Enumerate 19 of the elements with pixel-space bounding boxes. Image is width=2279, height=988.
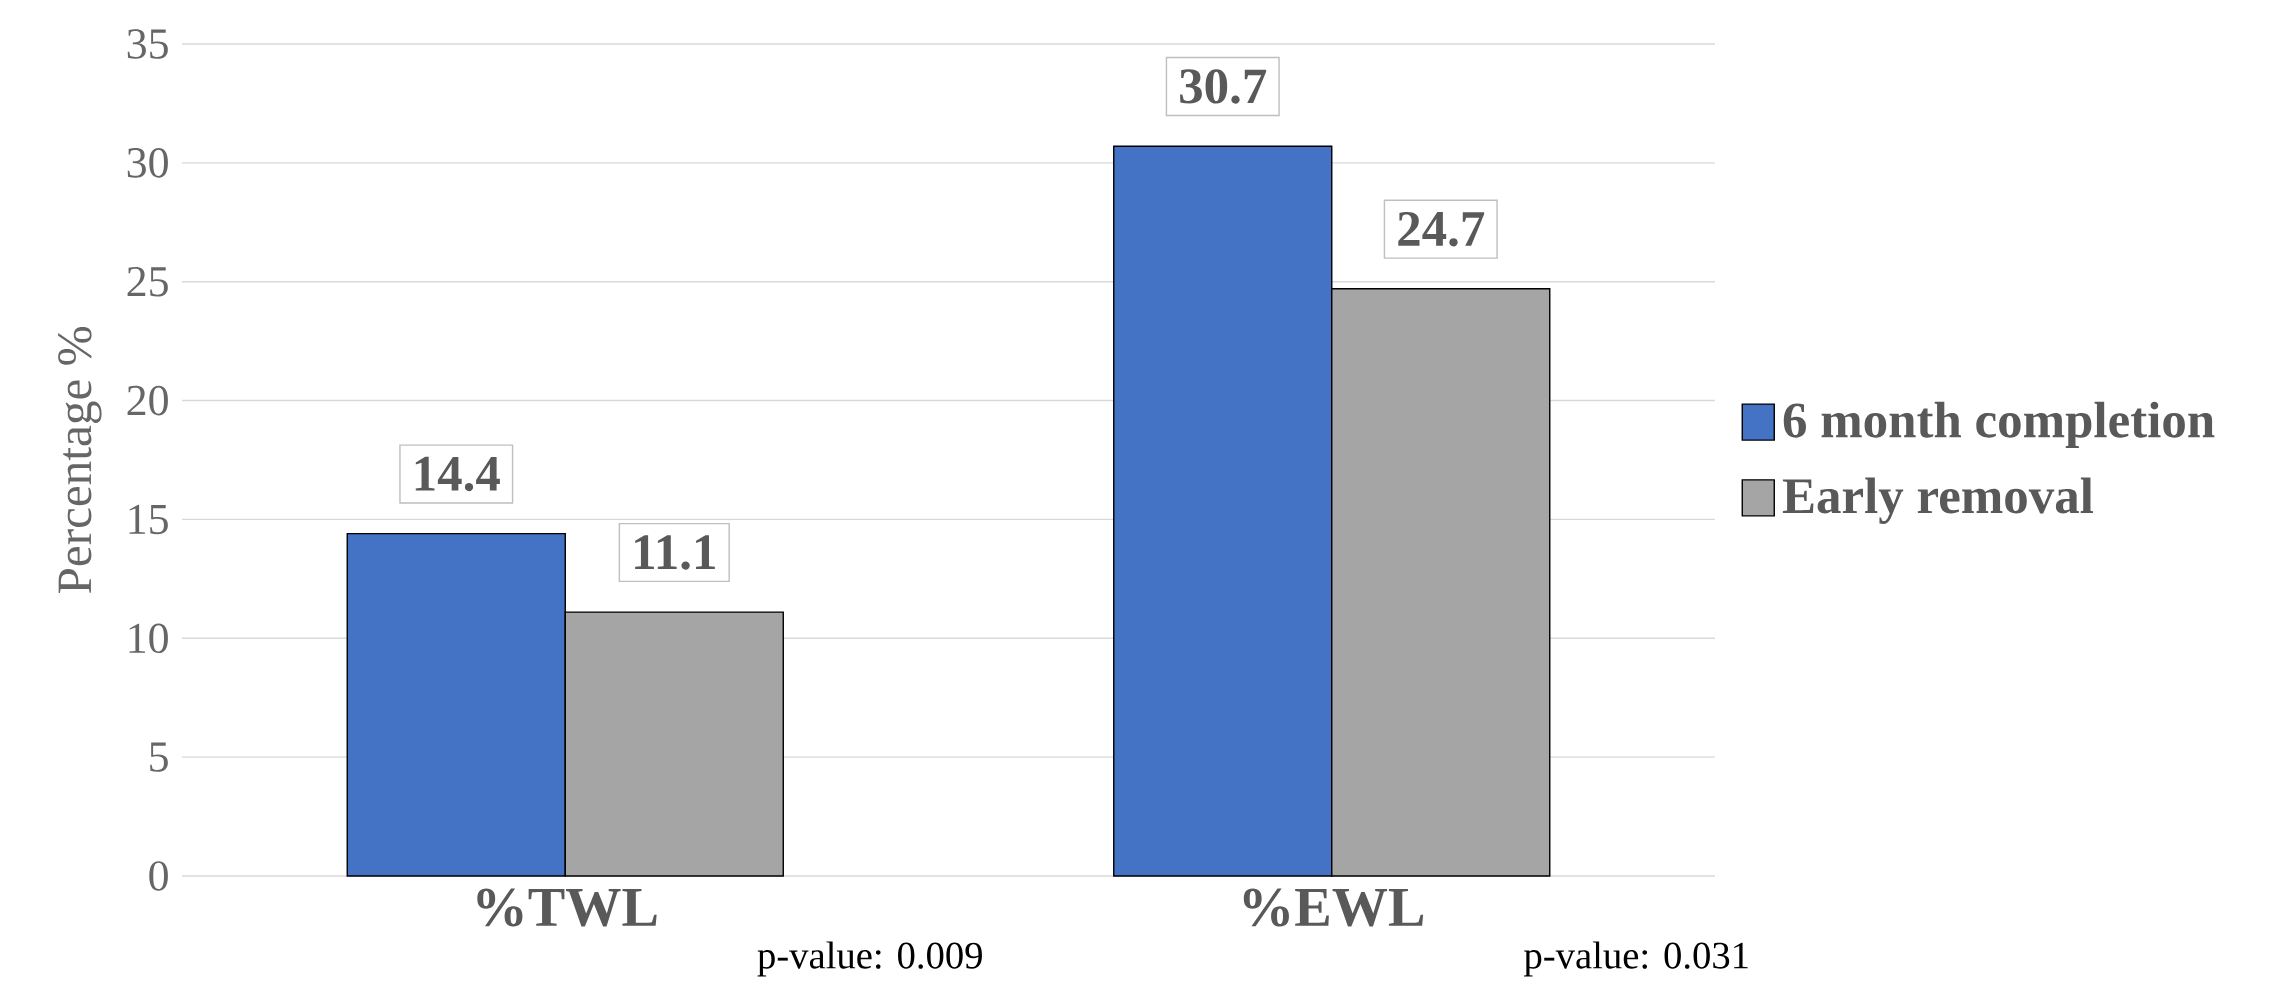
y-tick-label: 30	[127, 148, 168, 178]
y-tick-label: 5	[150, 742, 168, 772]
y-tick-label: 15	[129, 504, 168, 535]
y-tick-label: 20	[127, 385, 168, 416]
text: p-value: 0.009	[757, 941, 982, 977]
text: p-value: 0.031	[1524, 941, 1748, 977]
y-tick-label: 35	[127, 29, 168, 59]
legend-label: 6 month completion	[1783, 401, 2215, 449]
data-label: 30.7	[1180, 69, 1267, 104]
y-axis-title: Percentage %	[58, 327, 102, 594]
data-label: 14.4	[415, 456, 500, 492]
legend-label: Early removal	[1782, 477, 2093, 524]
y-tick-label: 25	[127, 266, 168, 297]
x-tick-label: %TWL	[477, 888, 657, 927]
data-label: 24.7	[1398, 211, 1485, 247]
y-tick-label: 10	[129, 623, 168, 654]
data-label: 11.1	[635, 535, 715, 570]
y-tick-label: 0	[149, 861, 168, 891]
x-tick-label: %EWL	[1243, 888, 1424, 927]
